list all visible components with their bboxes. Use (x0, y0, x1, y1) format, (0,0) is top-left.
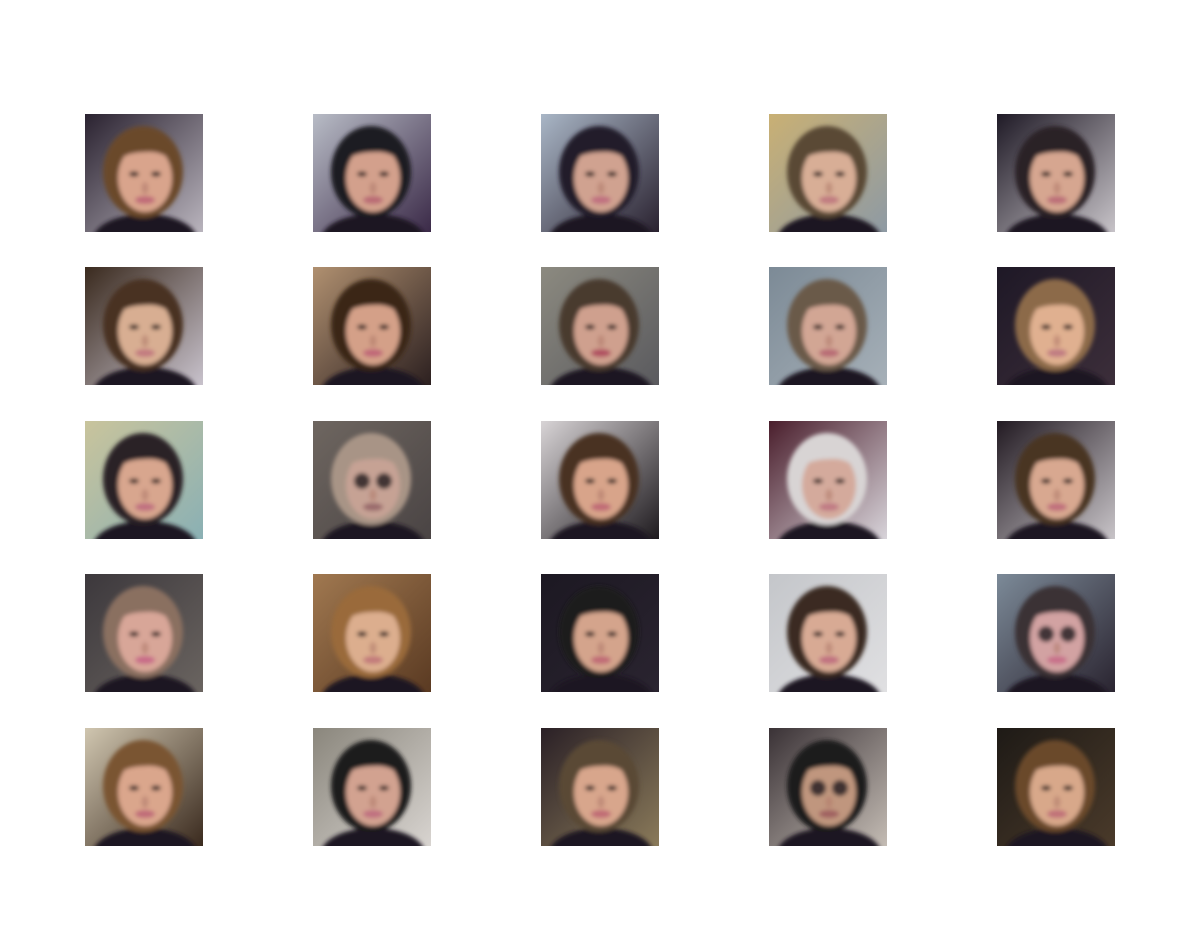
face-image (541, 728, 659, 846)
face-image (769, 574, 887, 692)
face-image (769, 421, 887, 539)
face-image (997, 267, 1115, 385)
face-tile (997, 574, 1115, 692)
face-tile (313, 421, 431, 539)
face-tile (85, 267, 203, 385)
face-tile (313, 574, 431, 692)
face-tile (85, 728, 203, 846)
face-image (541, 421, 659, 539)
face-tile (997, 728, 1115, 846)
face-image (313, 421, 431, 539)
face-image (85, 114, 203, 232)
face-tile (769, 728, 887, 846)
face-tile (85, 574, 203, 692)
face-image (541, 114, 659, 232)
face-image (85, 267, 203, 385)
face-tile (997, 267, 1115, 385)
face-image (313, 267, 431, 385)
face-tile (313, 267, 431, 385)
face-tile (313, 114, 431, 232)
face-tile (769, 267, 887, 385)
face-image (769, 267, 887, 385)
face-tile (769, 421, 887, 539)
face-image (769, 728, 887, 846)
face-image (313, 574, 431, 692)
face-image (997, 728, 1115, 846)
face-image (541, 574, 659, 692)
face-image (769, 114, 887, 232)
face-tile (769, 574, 887, 692)
face-tile (541, 114, 659, 232)
face-tile (85, 421, 203, 539)
face-tile (313, 728, 431, 846)
face-tile (541, 574, 659, 692)
face-tile (85, 114, 203, 232)
face-image (313, 728, 431, 846)
face-tile (541, 421, 659, 539)
face-image (313, 114, 431, 232)
face-image (997, 421, 1115, 539)
face-image (997, 574, 1115, 692)
face-tile (997, 114, 1115, 232)
face-image (541, 267, 659, 385)
face-tile (769, 114, 887, 232)
face-image (85, 574, 203, 692)
face-tile (541, 728, 659, 846)
face-tile (997, 421, 1115, 539)
face-image (85, 421, 203, 539)
face-tile (541, 267, 659, 385)
face-image (997, 114, 1115, 232)
face-image (85, 728, 203, 846)
